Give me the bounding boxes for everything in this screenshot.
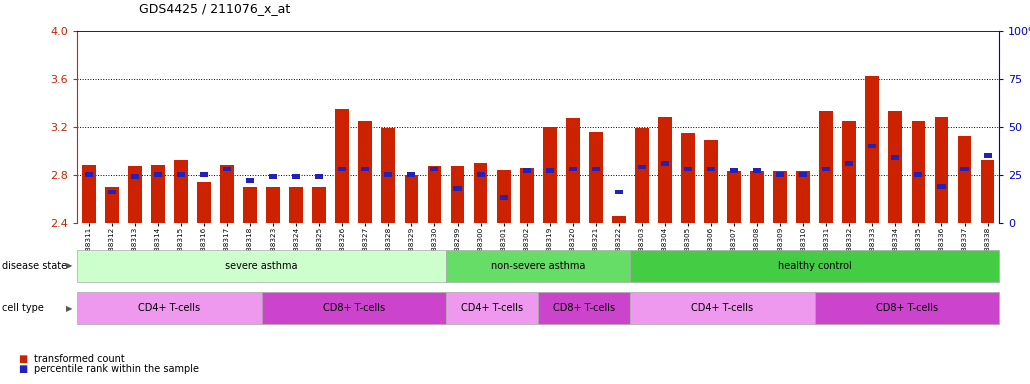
Bar	[638, 165, 646, 169]
Bar	[315, 174, 323, 179]
Bar	[450, 166, 465, 223]
Bar	[822, 167, 830, 171]
Bar	[384, 172, 392, 177]
Bar	[915, 172, 923, 177]
Bar	[799, 172, 808, 177]
Bar	[846, 161, 853, 166]
Bar	[727, 171, 741, 223]
Text: transformed count: transformed count	[34, 354, 125, 364]
Bar	[520, 167, 534, 223]
Bar	[289, 187, 303, 223]
Bar	[153, 172, 162, 177]
Bar	[868, 144, 877, 148]
Bar	[589, 131, 603, 223]
Bar	[224, 167, 231, 171]
Bar	[750, 171, 764, 223]
Text: CD8+ T-cells: CD8+ T-cells	[553, 303, 615, 313]
Bar	[612, 215, 626, 223]
Bar	[796, 171, 811, 223]
Text: disease state: disease state	[2, 261, 67, 271]
Bar	[131, 174, 139, 179]
Bar	[177, 172, 185, 177]
Bar	[312, 187, 327, 223]
Bar	[220, 165, 234, 223]
Bar	[243, 187, 258, 223]
Bar	[937, 184, 946, 189]
Bar	[105, 187, 118, 223]
Bar	[546, 169, 554, 173]
Bar	[336, 109, 349, 223]
Bar	[684, 167, 692, 171]
Text: ■: ■	[19, 354, 28, 364]
Bar	[592, 167, 599, 171]
Bar	[565, 118, 580, 223]
Bar	[197, 182, 211, 223]
Bar	[408, 172, 415, 177]
Bar	[730, 169, 739, 173]
Bar	[246, 178, 254, 183]
Bar	[843, 121, 856, 223]
Bar	[753, 169, 761, 173]
Bar	[477, 172, 484, 177]
Bar	[108, 190, 115, 194]
Bar	[681, 133, 695, 223]
Bar	[84, 172, 93, 177]
Bar	[958, 136, 971, 223]
Bar	[362, 167, 370, 171]
Bar	[405, 175, 418, 223]
Bar	[981, 161, 995, 223]
Bar	[707, 167, 715, 171]
Text: CD8+ T-cells: CD8+ T-cells	[322, 303, 385, 313]
Bar	[269, 174, 277, 179]
Bar	[661, 161, 668, 166]
Text: ■: ■	[19, 364, 28, 374]
Bar	[705, 140, 718, 223]
Text: CD4+ T-cells: CD4+ T-cells	[138, 303, 201, 313]
Bar	[984, 153, 992, 158]
Text: CD8+ T-cells: CD8+ T-cells	[876, 303, 938, 313]
Bar	[496, 170, 511, 223]
Bar	[774, 171, 787, 223]
Bar	[200, 172, 208, 177]
Bar	[500, 195, 508, 200]
Text: CD4+ T-cells: CD4+ T-cells	[691, 303, 754, 313]
Text: CD4+ T-cells: CD4+ T-cells	[461, 303, 523, 313]
Bar	[358, 121, 372, 223]
Text: healthy control: healthy control	[778, 261, 852, 271]
Text: percentile rank within the sample: percentile rank within the sample	[34, 364, 199, 374]
Text: GDS4425 / 211076_x_at: GDS4425 / 211076_x_at	[139, 2, 290, 15]
Text: cell type: cell type	[2, 303, 44, 313]
Bar	[266, 187, 280, 223]
Bar	[777, 172, 784, 177]
Bar	[81, 165, 96, 223]
Bar	[474, 163, 487, 223]
Bar	[819, 111, 833, 223]
Text: ▶: ▶	[66, 304, 72, 313]
Bar	[338, 167, 346, 171]
Bar	[427, 166, 442, 223]
Text: severe asthma: severe asthma	[226, 261, 298, 271]
Bar	[522, 169, 530, 173]
Bar	[889, 111, 902, 223]
Text: non-severe asthma: non-severe asthma	[491, 261, 585, 271]
Bar	[543, 127, 556, 223]
Bar	[174, 161, 187, 223]
Bar	[128, 166, 142, 223]
Bar	[151, 165, 165, 223]
Bar	[865, 76, 880, 223]
Bar	[453, 186, 461, 190]
Bar	[961, 167, 968, 171]
Bar	[891, 155, 899, 160]
Text: ▶: ▶	[66, 262, 72, 270]
Bar	[634, 128, 649, 223]
Bar	[569, 167, 577, 171]
Bar	[381, 128, 396, 223]
Bar	[615, 190, 623, 194]
Bar	[431, 167, 439, 171]
Bar	[912, 121, 925, 223]
Bar	[293, 174, 300, 179]
Bar	[658, 117, 672, 223]
Bar	[934, 117, 949, 223]
